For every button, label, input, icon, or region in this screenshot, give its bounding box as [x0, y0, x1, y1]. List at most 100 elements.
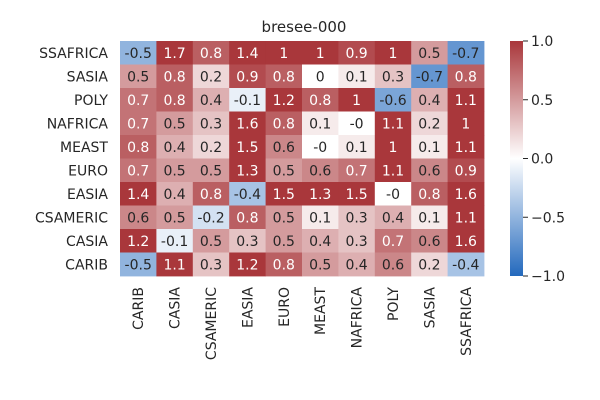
heatmap-cell — [265, 252, 303, 277]
heatmap-cell — [229, 88, 266, 112]
cell-value-label: 0.8 — [273, 257, 295, 273]
column-label: CARIB — [131, 287, 147, 330]
cell-value-label: 1.5 — [273, 187, 295, 203]
cell-value-label: 0.6 — [273, 140, 295, 156]
cell-value-label: 0.5 — [273, 163, 295, 179]
heatmap-cell — [447, 135, 485, 159]
cell-value-label: 0.1 — [309, 116, 331, 132]
heatmap-cell — [192, 135, 230, 159]
cell-value-label: 0.1 — [309, 210, 331, 226]
row-label: SASIA — [67, 69, 109, 85]
cell-value-label: 0.8 — [309, 93, 331, 109]
cell-value-label: 0.8 — [273, 69, 295, 85]
heatmap-cell — [338, 111, 376, 136]
cell-value-label: 1.1 — [163, 257, 185, 273]
cell-value-label: 0.5 — [309, 257, 331, 273]
heatmap-cell — [374, 88, 412, 112]
cell-value-label: 0.5 — [200, 234, 222, 250]
row-label: CARIB — [65, 257, 108, 273]
cell-value-label: -0.4 — [234, 187, 261, 203]
cell-value-label: -0.2 — [197, 210, 224, 226]
row-label: MEAST — [60, 140, 108, 156]
cell-value-label: 1 — [389, 46, 398, 62]
heatmap-cell — [374, 64, 412, 89]
cell-value-label: 0.4 — [163, 187, 185, 203]
cell-value-label: -0 — [386, 187, 400, 203]
heatmap-cell — [229, 229, 266, 253]
cell-value-label: 1.2 — [127, 234, 149, 250]
cell-value-label: 1.1 — [455, 140, 477, 156]
heatmap-cell — [120, 64, 157, 89]
heatmap-cell — [374, 252, 412, 277]
heatmap-cell — [229, 135, 266, 159]
heatmap-cell — [338, 252, 376, 277]
cell-value-label: 1.1 — [382, 116, 404, 132]
cell-value-label: 1.6 — [236, 116, 258, 132]
heatmap-cell — [192, 182, 230, 206]
cell-value-label: 0.7 — [382, 234, 404, 250]
heatmap-cell — [447, 88, 485, 112]
heatmap-cell — [447, 252, 485, 277]
heatmap-cell — [156, 252, 194, 277]
heatmap-cell — [411, 111, 448, 136]
heatmap-cell — [192, 111, 230, 136]
cell-value-label: 0.6 — [309, 163, 331, 179]
row-label: EASIA — [67, 187, 108, 203]
cell-value-label: 0.2 — [200, 69, 222, 85]
cell-value-label: -0.6 — [379, 93, 406, 109]
heatmap-cell — [120, 88, 157, 112]
column-label: CASIA — [168, 287, 184, 329]
cell-value-label: 0.3 — [200, 116, 222, 132]
cell-value-label: 0.3 — [200, 257, 222, 273]
colorbar-tick-label: −1.0 — [531, 269, 565, 285]
cell-value-label: 0.2 — [418, 257, 440, 273]
cell-value-label: 0.8 — [163, 93, 185, 109]
cell-value-label: 1.7 — [163, 46, 185, 62]
cell-value-label: 0.7 — [345, 163, 367, 179]
heatmap-cell — [302, 88, 339, 112]
heatmap-cell — [265, 88, 303, 112]
heatmap-cell — [374, 111, 412, 136]
row-label: EURO — [68, 163, 108, 179]
cell-value-label: 0.1 — [418, 210, 440, 226]
heatmap-cell — [411, 182, 448, 206]
cell-value-label: 0.3 — [382, 69, 404, 85]
heatmap-cell — [338, 88, 376, 112]
heatmap-cell — [302, 229, 339, 253]
cell-value-label: -0.5 — [125, 257, 152, 273]
heatmap-cell — [265, 229, 303, 253]
heatmap-cell — [302, 252, 339, 277]
heatmap-cell — [192, 229, 230, 253]
heatmap-cell — [120, 41, 157, 65]
heatmap-cell — [302, 205, 339, 230]
heatmap-cell — [120, 252, 157, 277]
heatmap-cell — [120, 158, 157, 183]
colorbar-tick-label: 0.5 — [531, 93, 553, 109]
heatmap-cell — [265, 158, 303, 183]
cell-value-label: 0.3 — [345, 234, 367, 250]
cell-value-label: 1.6 — [455, 187, 477, 203]
heatmap-cell — [338, 182, 376, 206]
heatmap-cell — [229, 64, 266, 89]
column-label: MEAST — [313, 287, 329, 335]
heatmap-cell — [302, 111, 339, 136]
colorbar-tick-label: −0.5 — [531, 210, 565, 226]
heatmap-cell — [192, 41, 230, 65]
heatmap-cell — [302, 41, 339, 65]
cell-value-label: 0.1 — [418, 140, 440, 156]
cell-value-label: 0.9 — [236, 69, 258, 85]
colorbar-ticks: 1.0 0.5 0.0 −0.5 −1.0 — [523, 34, 565, 285]
cell-value-label: 0.1 — [345, 69, 367, 85]
heatmap-cell — [338, 41, 376, 65]
cell-value-label: 1 — [316, 46, 325, 62]
cell-value-label: 1.1 — [455, 210, 477, 226]
heatmap-cell — [447, 64, 485, 89]
cell-value-label: 1.5 — [345, 187, 367, 203]
heatmap-cell — [229, 41, 266, 65]
heatmap-cell — [156, 205, 194, 230]
heatmap-cell — [120, 205, 157, 230]
heatmap-cell — [302, 158, 339, 183]
cell-value-label: 0.5 — [127, 69, 149, 85]
heatmap-cell — [192, 88, 230, 112]
row-label: CASIA — [66, 234, 108, 250]
